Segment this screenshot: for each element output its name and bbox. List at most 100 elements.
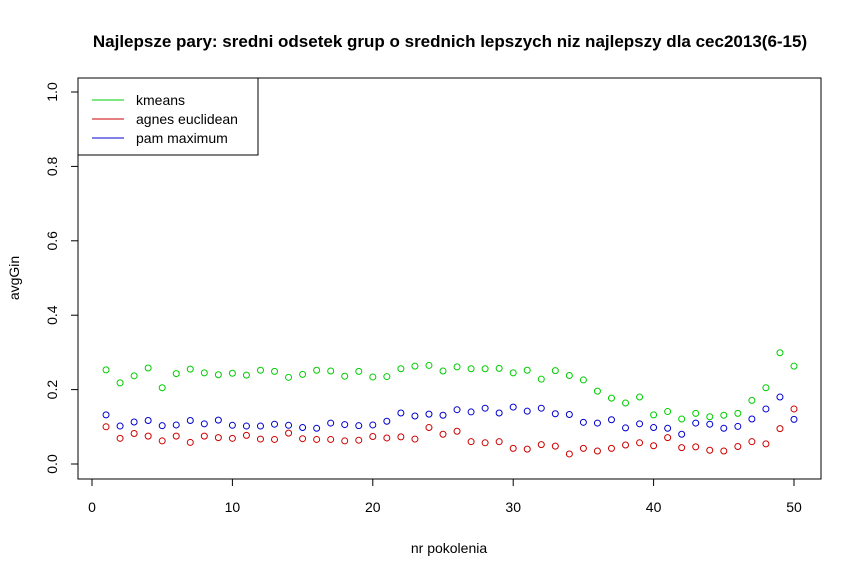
point-agnes-euclidean — [720, 447, 728, 455]
point-pam-maximum — [509, 403, 517, 411]
point-agnes-euclidean — [565, 450, 573, 458]
point-agnes-euclidean — [313, 435, 321, 443]
point-agnes-euclidean — [509, 444, 517, 452]
point-pam-maximum — [495, 409, 503, 417]
point-agnes-euclidean — [397, 433, 405, 441]
point-agnes-euclidean — [242, 431, 250, 439]
point-agnes-euclidean — [285, 429, 293, 437]
point-pam-maximum — [369, 421, 377, 429]
point-agnes-euclidean — [355, 436, 363, 444]
x-tick-label: 40 — [646, 499, 662, 515]
point-agnes-euclidean — [607, 444, 615, 452]
point-pam-maximum — [593, 419, 601, 427]
point-kmeans — [313, 366, 321, 374]
point-kmeans — [467, 365, 475, 373]
point-kmeans — [299, 370, 307, 378]
y-axis: 0.0 0.2 0.4 0.6 0.8 1.0 — [44, 82, 79, 474]
point-agnes-euclidean — [481, 439, 489, 447]
point-agnes-euclidean — [116, 434, 124, 442]
point-pam-maximum — [228, 421, 236, 429]
point-kmeans — [439, 367, 447, 375]
point-pam-maximum — [762, 405, 770, 413]
point-kmeans — [622, 399, 630, 407]
y-axis-label: avgGin — [6, 256, 22, 300]
point-kmeans — [762, 384, 770, 392]
point-kmeans — [228, 369, 236, 377]
point-kmeans — [593, 387, 601, 395]
point-pam-maximum — [299, 424, 307, 432]
point-pam-maximum — [341, 421, 349, 429]
y-tick-label: 0.2 — [44, 380, 60, 400]
point-pam-maximum — [425, 410, 433, 418]
point-agnes-euclidean — [172, 432, 180, 440]
point-agnes-euclidean — [425, 424, 433, 432]
point-kmeans — [369, 373, 377, 381]
point-agnes-euclidean — [411, 435, 419, 443]
legend-box — [77, 77, 259, 156]
chart-title: Najlepsze pary: sredni odsetek grup o sr… — [93, 32, 807, 51]
point-kmeans — [355, 367, 363, 375]
point-pam-maximum — [200, 420, 208, 428]
point-pam-maximum — [453, 406, 461, 414]
point-agnes-euclidean — [341, 437, 349, 445]
point-kmeans — [481, 365, 489, 373]
data-points — [102, 349, 798, 458]
point-pam-maximum — [537, 404, 545, 412]
y-tick-label: 0.4 — [44, 305, 60, 325]
point-kmeans — [650, 411, 658, 419]
point-agnes-euclidean — [664, 434, 672, 442]
point-kmeans — [200, 369, 208, 377]
legend-label-kmeans: kmeans — [136, 92, 185, 108]
point-pam-maximum — [313, 424, 321, 432]
point-kmeans — [692, 409, 700, 417]
point-pam-maximum — [186, 416, 194, 424]
point-pam-maximum — [285, 421, 293, 429]
point-kmeans — [495, 364, 503, 372]
point-pam-maximum — [158, 422, 166, 430]
point-pam-maximum — [467, 408, 475, 416]
point-pam-maximum — [622, 424, 630, 432]
point-agnes-euclidean — [102, 423, 110, 431]
point-agnes-euclidean — [369, 432, 377, 440]
point-pam-maximum — [706, 420, 714, 428]
point-agnes-euclidean — [762, 440, 770, 448]
point-pam-maximum — [256, 422, 264, 430]
point-agnes-euclidean — [537, 441, 545, 449]
point-agnes-euclidean — [383, 434, 391, 442]
point-pam-maximum — [650, 424, 658, 432]
point-kmeans — [790, 362, 798, 370]
point-agnes-euclidean — [214, 434, 222, 442]
point-pam-maximum — [383, 417, 391, 425]
point-pam-maximum — [734, 422, 742, 430]
point-kmeans — [509, 369, 517, 377]
point-pam-maximum — [397, 409, 405, 417]
point-agnes-euclidean — [636, 439, 644, 447]
point-pam-maximum — [790, 415, 798, 423]
y-tick-label: 0.0 — [44, 454, 60, 474]
point-kmeans — [636, 393, 644, 401]
point-kmeans — [172, 370, 180, 378]
point-kmeans — [116, 379, 124, 387]
point-agnes-euclidean — [327, 435, 335, 443]
point-agnes-euclidean — [200, 432, 208, 440]
point-agnes-euclidean — [144, 432, 152, 440]
point-kmeans — [285, 373, 293, 381]
point-agnes-euclidean — [439, 430, 447, 438]
point-kmeans — [397, 365, 405, 373]
point-pam-maximum — [172, 421, 180, 429]
point-pam-maximum — [481, 404, 489, 412]
point-kmeans — [271, 367, 279, 375]
point-agnes-euclidean — [678, 444, 686, 452]
point-pam-maximum — [130, 418, 138, 426]
y-tick-label: 1.0 — [44, 82, 60, 102]
point-pam-maximum — [144, 416, 152, 424]
point-kmeans — [214, 371, 222, 379]
x-tick-label: 20 — [365, 499, 381, 515]
point-pam-maximum — [327, 419, 335, 427]
x-tick-label: 50 — [786, 499, 802, 515]
point-pam-maximum — [551, 410, 559, 418]
point-pam-maximum — [678, 430, 686, 438]
point-agnes-euclidean — [593, 447, 601, 455]
point-agnes-euclidean — [734, 443, 742, 451]
